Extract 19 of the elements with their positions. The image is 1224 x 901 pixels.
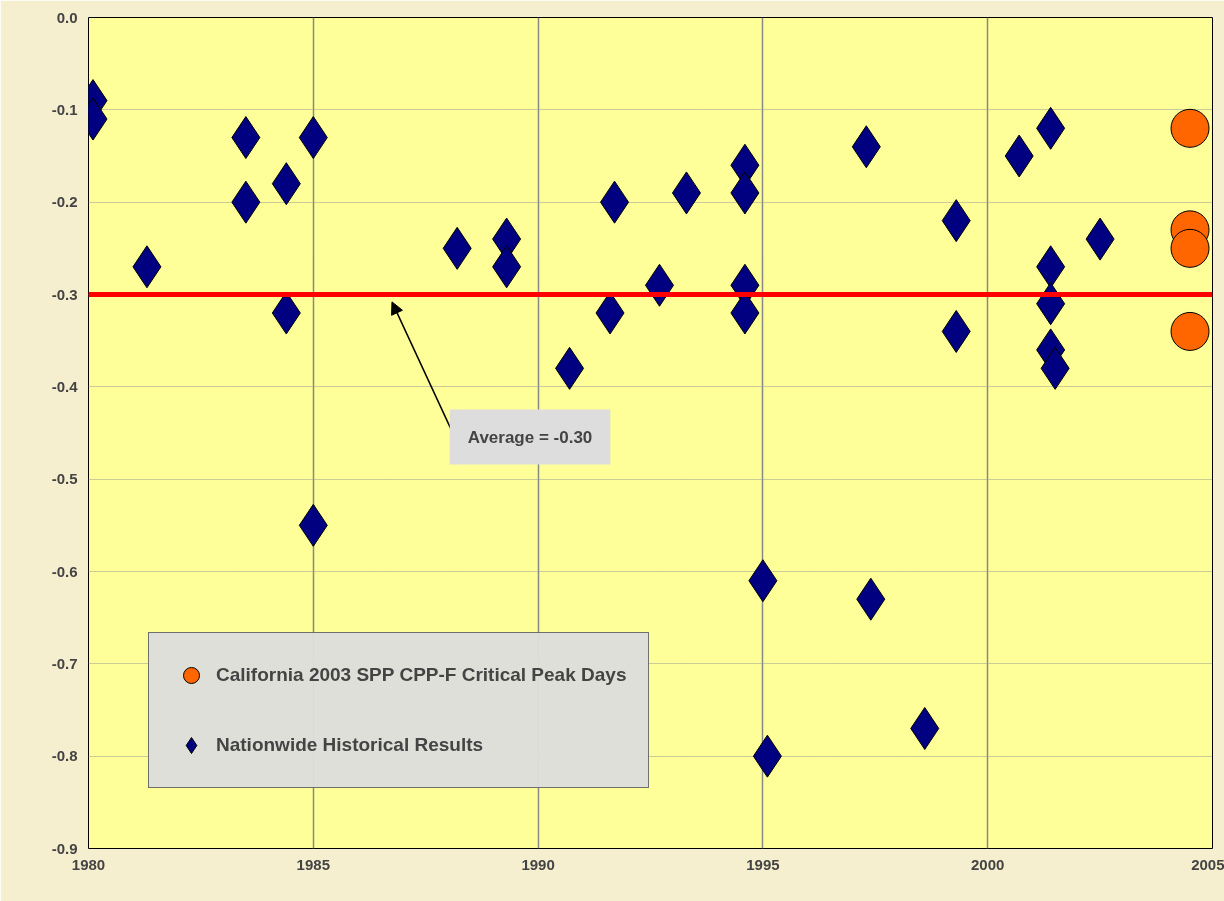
x-tick-label: 1980 bbox=[71, 855, 106, 873]
y-tick-label: -0.9 bbox=[51, 839, 78, 857]
y-tick-label: -0.7 bbox=[51, 654, 78, 672]
legend-label: Nationwide Historical Results bbox=[216, 734, 485, 756]
x-tick-label: 2005 bbox=[1191, 855, 1224, 873]
y-tick-label: 0.0 bbox=[56, 8, 78, 26]
y-tick-label: -0.6 bbox=[51, 562, 78, 580]
y-tick-label: -0.4 bbox=[51, 377, 79, 395]
y-tick-label: -0.3 bbox=[51, 285, 78, 303]
y-tick-label: -0.5 bbox=[51, 470, 78, 488]
x-tick-label: 2000 bbox=[971, 855, 1005, 873]
annotation: Average = -0.30 bbox=[467, 427, 593, 447]
x-tick-label: 1995 bbox=[746, 855, 780, 873]
y-tick-label: -0.8 bbox=[51, 747, 78, 765]
y-tick-label: -0.1 bbox=[51, 100, 78, 118]
x-tick-label: 1990 bbox=[521, 855, 555, 873]
y-tick-label: -0.2 bbox=[51, 193, 78, 211]
legend-label: California 2003 SPP CPP-F Critical Peak Days bbox=[216, 664, 627, 686]
x-tick-label: 1985 bbox=[296, 855, 330, 873]
